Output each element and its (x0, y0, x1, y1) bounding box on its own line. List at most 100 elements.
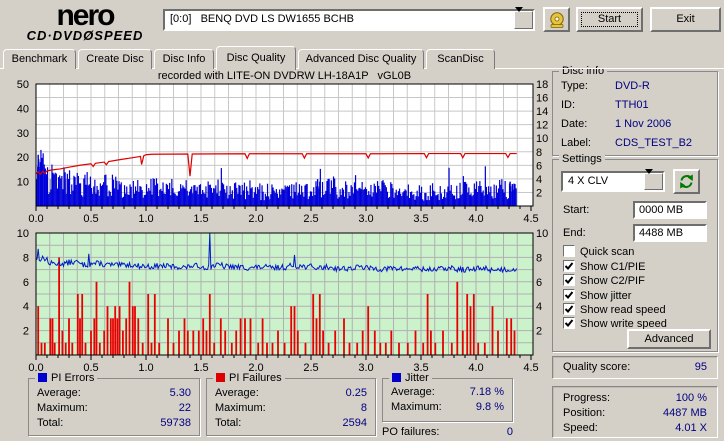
po-failures-row: PO failures: 0 (382, 426, 513, 438)
progress-value: 100 % (675, 392, 707, 404)
scan-speed-dropdown-button[interactable] (644, 169, 663, 190)
position-value: 4487 MB (662, 407, 707, 419)
checkbox-show-read-speed[interactable]: Show read speed (563, 303, 666, 317)
progress-panel: Progress: 100 % Position: 4487 MB Speed: 4.… (552, 386, 718, 438)
checkbox-box[interactable] (563, 245, 575, 257)
svg-text:10: 10 (17, 228, 29, 240)
svg-text:10: 10 (536, 228, 548, 240)
svg-text:3.5: 3.5 (413, 213, 428, 225)
chevron-down-icon (515, 7, 523, 28)
svg-text:50: 50 (17, 79, 29, 91)
svg-text:2: 2 (536, 326, 542, 338)
pi-failures-legend-swatch (216, 373, 225, 382)
svg-text:8: 8 (23, 252, 29, 264)
drive-select[interactable]: [0:0] BENQ DVD LS DW1655 BCHB (163, 7, 535, 31)
drive-select-value: [0:0] BENQ DVD LS DW1655 BCHB (170, 13, 355, 25)
svg-text:10: 10 (17, 177, 29, 189)
tab-disc-quality[interactable]: Disc Quality (216, 46, 296, 70)
chevron-down-icon (645, 169, 653, 190)
svg-text:2: 2 (23, 326, 29, 338)
jitter-panel: Jitter Average: 7.18 % Maximum: 9.8 % (382, 372, 513, 422)
pi-failures-total: 2594 (342, 417, 367, 429)
jitter-title: Jitter (389, 372, 432, 384)
tab-advanced-disc-quality[interactable]: Advanced Disc Quality (298, 49, 424, 69)
checkbox-show-jitter[interactable]: Show jitter (563, 289, 631, 303)
svg-text:6: 6 (23, 277, 29, 289)
exit-button[interactable]: Exit (650, 7, 721, 32)
start-position-field[interactable]: 0000 MB (633, 201, 707, 219)
checkbox-box[interactable] (563, 260, 575, 272)
po-failures-value: 0 (506, 426, 513, 438)
svg-text:0.5: 0.5 (83, 362, 98, 374)
checkbox-box[interactable] (563, 317, 575, 329)
checkbox-show-c2-pif[interactable]: Show C2/PIF (563, 274, 645, 288)
speed-value: 4.01 X (675, 422, 707, 434)
svg-text:30: 30 (17, 128, 29, 140)
advanced-button[interactable]: Advanced (627, 329, 711, 349)
tab-create-disc[interactable]: Create Disc (78, 49, 152, 69)
checkbox-box[interactable] (563, 289, 575, 301)
tab-scandisc[interactable]: ScanDisc (426, 49, 495, 69)
refresh-icon (680, 174, 693, 189)
pi-errors-average: 5.30 (169, 387, 191, 399)
svg-text:2: 2 (536, 187, 542, 199)
scan-speed-value: 4 X CLV (568, 175, 609, 187)
pi-errors-legend-swatch (38, 373, 47, 382)
pi-errors-total: 59738 (160, 417, 191, 429)
refresh-button[interactable] (673, 169, 700, 194)
disc-label-value: CDS_TEST_B2 (615, 137, 693, 149)
disc-info-title: Disc info (559, 65, 608, 77)
svg-text:0.0: 0.0 (28, 362, 43, 374)
settings-title: Settings (559, 153, 605, 165)
quality-scan-charts: 0.0 0.5 1.0 1.5 2.0 2.5 3.0 3.5 4.0 4.5 10 20 30 40 50… (17, 70, 549, 374)
svg-text:3.0: 3.0 (358, 213, 373, 225)
svg-text:1.5: 1.5 (193, 362, 208, 374)
svg-text:6: 6 (536, 277, 542, 289)
svg-text:1.0: 1.0 (138, 213, 153, 225)
svg-text:4.0: 4.0 (468, 362, 483, 374)
checkbox-show-c1-pie[interactable]: Show C1/PIE (563, 260, 645, 274)
checkbox-quick-scan[interactable]: Quick scan (563, 245, 634, 259)
settings-panel: Settings 4 X CLV Start: 0000 MB End: 448… (552, 153, 718, 352)
check-icon (564, 319, 574, 327)
svg-text:16: 16 (536, 93, 548, 105)
svg-text:6: 6 (536, 160, 542, 172)
check-icon (564, 276, 574, 284)
svg-text:10: 10 (536, 133, 548, 145)
jitter-legend-swatch (392, 373, 401, 382)
check-icon (564, 291, 574, 299)
pi-errors-title: PI Errors (35, 372, 98, 384)
nero-logo-wordmark: nero (56, 0, 115, 32)
svg-text:4: 4 (536, 174, 542, 186)
lightning-bolt-icon: Ø (83, 28, 95, 43)
scan-speed-select[interactable]: 4 X CLV (561, 169, 665, 192)
tab-benchmark[interactable]: Benchmark (3, 49, 76, 69)
svg-text:8: 8 (536, 252, 542, 264)
svg-text:4.5: 4.5 (523, 362, 538, 374)
checkbox-box[interactable] (563, 274, 575, 286)
svg-text:2.5: 2.5 (303, 362, 318, 374)
check-icon (564, 262, 574, 270)
pi-failures-title: PI Failures (213, 372, 285, 384)
start-button[interactable]: Start (576, 7, 643, 32)
checkbox-show-write-speed[interactable]: Show write speed (563, 317, 667, 331)
end-position-field[interactable]: 4488 MB (633, 224, 707, 242)
checkbox-box[interactable] (563, 303, 575, 315)
pi-failures-average: 0.25 (345, 387, 367, 399)
svg-text:12: 12 (536, 120, 548, 132)
svg-text:14: 14 (536, 106, 548, 118)
tab-disc-info[interactable]: Disc Info (154, 49, 214, 69)
start-button-focus-ring (581, 12, 638, 27)
svg-text:18: 18 (536, 79, 548, 91)
pi-failures-maximum: 8 (360, 402, 367, 414)
svg-text:4: 4 (23, 301, 29, 313)
svg-text:4: 4 (536, 301, 542, 313)
eject-button[interactable] (543, 7, 570, 32)
jitter-average: 7.18 % (469, 386, 504, 398)
svg-text:4.0: 4.0 (468, 213, 483, 225)
quality-score-panel: Quality score: 95 (552, 356, 718, 379)
drive-select-dropdown-button[interactable] (514, 7, 533, 29)
tab-bar: Benchmark Create Disc Disc Info Disc Qua… (3, 45, 497, 70)
jitter-maximum: 9.8 % (475, 401, 504, 413)
